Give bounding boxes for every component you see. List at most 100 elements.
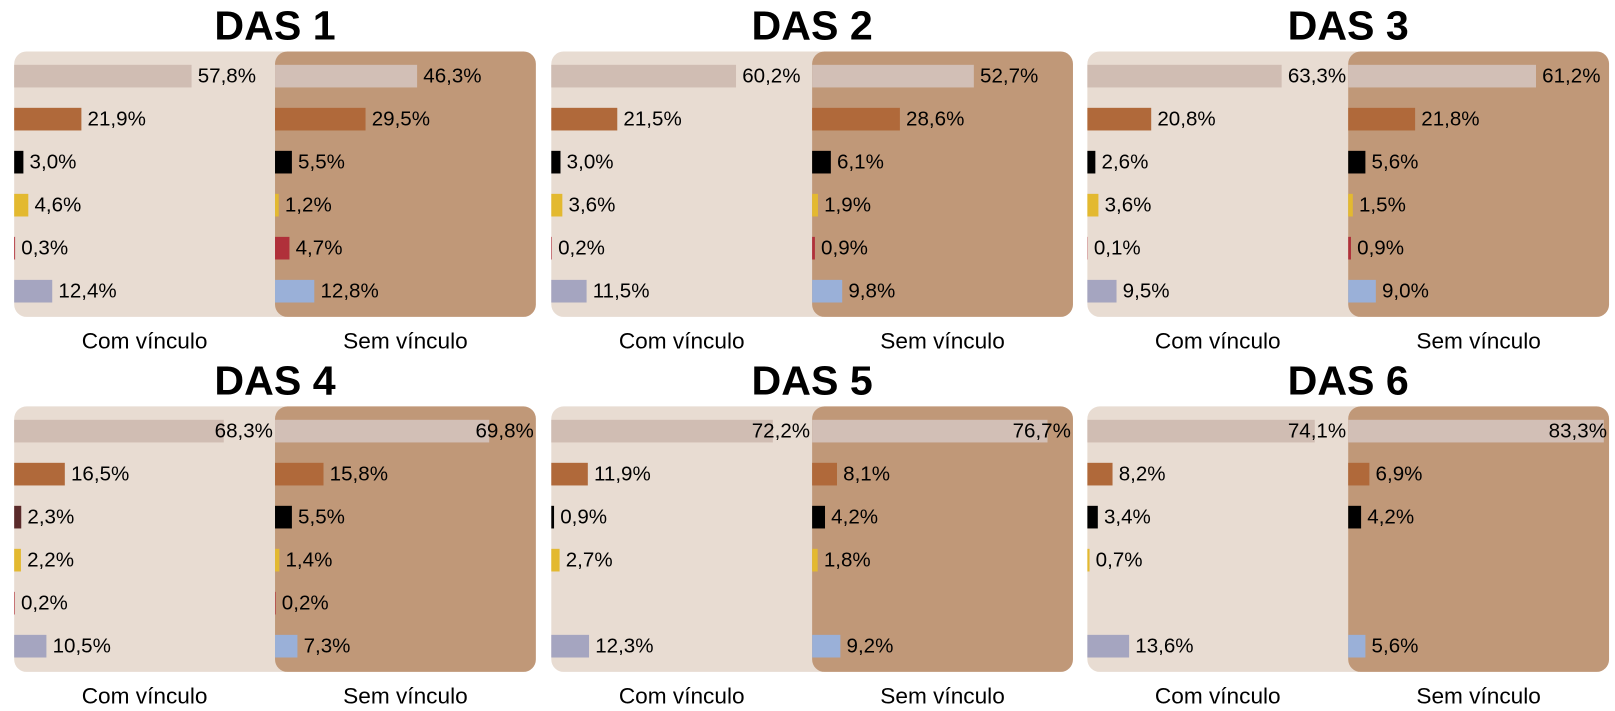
panel-background — [275, 51, 536, 317]
bar — [1087, 634, 1130, 658]
bar — [275, 64, 418, 88]
value-label: 21,8% — [1421, 108, 1479, 131]
value-label: 12,4% — [58, 280, 116, 303]
value-label: 0,9% — [821, 237, 868, 260]
panel-title: DAS 2 — [752, 3, 873, 49]
panel-background — [275, 406, 536, 672]
value-label: 12,8% — [320, 280, 378, 303]
value-label: 52,7% — [980, 65, 1038, 88]
value-label: 3,0% — [567, 151, 614, 174]
value-label: 21,5% — [623, 108, 681, 131]
bar — [812, 419, 1048, 443]
series-label: Sem vínculo — [1416, 684, 1541, 709]
bar — [275, 193, 279, 217]
bar — [1348, 150, 1366, 174]
bar — [14, 279, 53, 303]
panel-background — [14, 51, 296, 317]
panel-background — [1348, 406, 1610, 672]
value-label: 3,6% — [1105, 194, 1152, 217]
series-label: Sem vínculo — [343, 329, 468, 354]
panel-title: DAS 6 — [1288, 358, 1409, 404]
value-label: 3,6% — [569, 194, 616, 217]
bar — [14, 64, 192, 88]
bar — [1348, 462, 1370, 486]
value-label: 69,8% — [475, 420, 533, 443]
bar — [551, 107, 618, 131]
series-label: Com vínculo — [1155, 684, 1281, 709]
bar — [1087, 505, 1098, 529]
bar — [14, 462, 65, 486]
panel-background — [1087, 51, 1369, 317]
bar — [812, 634, 841, 658]
series-label: Sem vínculo — [880, 329, 1004, 354]
series-label: Com vínculo — [619, 684, 745, 709]
bar — [14, 150, 24, 174]
bar — [275, 419, 490, 443]
series-label: Com vínculo — [82, 684, 208, 709]
bar — [1348, 419, 1604, 443]
value-label: 0,9% — [1357, 237, 1404, 260]
value-label: 4,2% — [1367, 506, 1414, 529]
bar — [551, 419, 773, 443]
value-label: 0,2% — [558, 237, 605, 260]
value-label: 8,2% — [1119, 463, 1166, 486]
value-label: 1,5% — [1359, 194, 1406, 217]
bar — [551, 548, 560, 572]
value-label: 20,8% — [1157, 108, 1215, 131]
bar — [551, 64, 737, 88]
value-label: 16,5% — [71, 463, 129, 486]
panel-title: DAS 4 — [214, 358, 335, 404]
value-label: 2,3% — [27, 506, 74, 529]
value-label: 12,3% — [595, 635, 653, 658]
bar — [14, 505, 22, 529]
bar — [551, 634, 590, 658]
series-label: Sem vínculo — [1416, 329, 1541, 354]
bar — [812, 548, 818, 572]
bar — [1087, 462, 1113, 486]
panel-background — [551, 51, 833, 317]
bar — [812, 505, 826, 529]
bar — [812, 193, 818, 217]
series-label: Com vínculo — [1155, 329, 1281, 354]
panel-background — [812, 406, 1073, 672]
value-label: 4,6% — [34, 194, 81, 217]
value-label: 9,5% — [1123, 280, 1170, 303]
value-label: 0,3% — [21, 237, 68, 260]
bar — [275, 107, 366, 131]
bar — [14, 107, 82, 131]
value-label: 2,7% — [566, 549, 613, 572]
bar — [14, 548, 21, 572]
value-label: 0,2% — [21, 592, 68, 615]
bar — [551, 279, 587, 303]
value-label: 1,8% — [824, 549, 871, 572]
bar — [1348, 64, 1537, 88]
bar — [812, 236, 815, 260]
value-label: 15,8% — [330, 463, 388, 486]
bar — [1087, 64, 1282, 88]
bar — [275, 505, 292, 529]
value-label: 83,3% — [1549, 420, 1607, 443]
value-label: 61,2% — [1542, 65, 1600, 88]
series-label: Sem vínculo — [880, 684, 1004, 709]
bar — [1087, 150, 1096, 174]
bar — [1087, 548, 1090, 572]
value-label: 3,0% — [30, 151, 77, 174]
bar — [1087, 419, 1315, 443]
bar — [275, 462, 324, 486]
bar — [812, 279, 843, 303]
value-label: 3,4% — [1104, 506, 1151, 529]
value-label: 21,9% — [88, 108, 146, 131]
value-label: 72,2% — [752, 420, 810, 443]
bar — [1087, 193, 1099, 217]
bar — [275, 548, 280, 572]
value-label: 0,9% — [560, 506, 607, 529]
bar — [275, 279, 315, 303]
bar — [812, 462, 837, 486]
bar — [812, 150, 831, 174]
value-label: 5,5% — [298, 151, 345, 174]
panel-title: DAS 3 — [1288, 3, 1409, 49]
value-label: 2,2% — [27, 549, 74, 572]
value-label: 28,6% — [906, 108, 964, 131]
